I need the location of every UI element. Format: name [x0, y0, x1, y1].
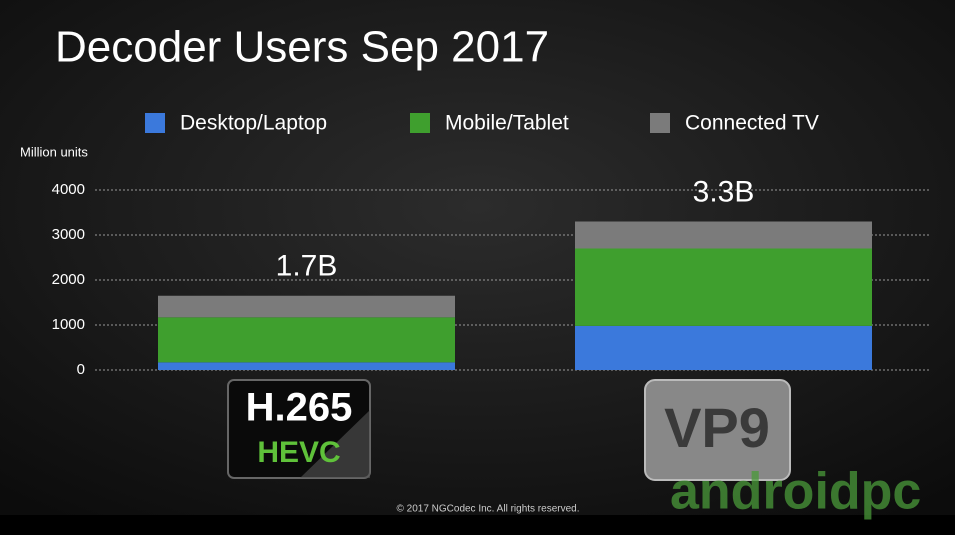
y-tick-label: 2000	[52, 271, 85, 288]
y-axis-label: Million units	[20, 144, 88, 159]
category-subtitle: HEVC	[257, 436, 340, 469]
bar-segment	[575, 221, 872, 249]
total-label: 3.3B	[693, 175, 755, 208]
legend-swatch	[145, 113, 165, 133]
bar-segment	[158, 317, 455, 363]
category-label: H.265	[246, 386, 353, 430]
logo-shade	[300, 410, 370, 478]
y-tick-label: 0	[77, 361, 85, 378]
legend-label: Connected TV	[685, 112, 819, 135]
watermark: androidpc	[670, 463, 921, 521]
category-label: VP9	[664, 396, 770, 459]
legend-label: Mobile/Tablet	[445, 112, 569, 135]
bottom-strip	[0, 515, 955, 535]
total-label: 1.7B	[276, 250, 338, 283]
logo-vp9: VP9	[644, 379, 791, 481]
legend-label: Desktop/Laptop	[180, 112, 327, 135]
logo-h265: H.265 HEVC	[227, 379, 371, 479]
bar-segment	[158, 295, 455, 318]
logo-box	[644, 379, 791, 481]
chart-title: Decoder Users Sep 2017	[55, 23, 549, 72]
y-tick-label: 1000	[52, 316, 85, 333]
y-tick-label: 4000	[52, 181, 85, 198]
legend-swatch	[410, 113, 430, 133]
legend-swatch	[650, 113, 670, 133]
y-tick-label: 3000	[52, 226, 85, 243]
bar-segment	[158, 362, 455, 370]
footer: © 2017 NGCodec Inc. All rights reserved.	[396, 504, 579, 515]
bar-segment	[575, 325, 872, 370]
bar-segment	[575, 248, 872, 326]
